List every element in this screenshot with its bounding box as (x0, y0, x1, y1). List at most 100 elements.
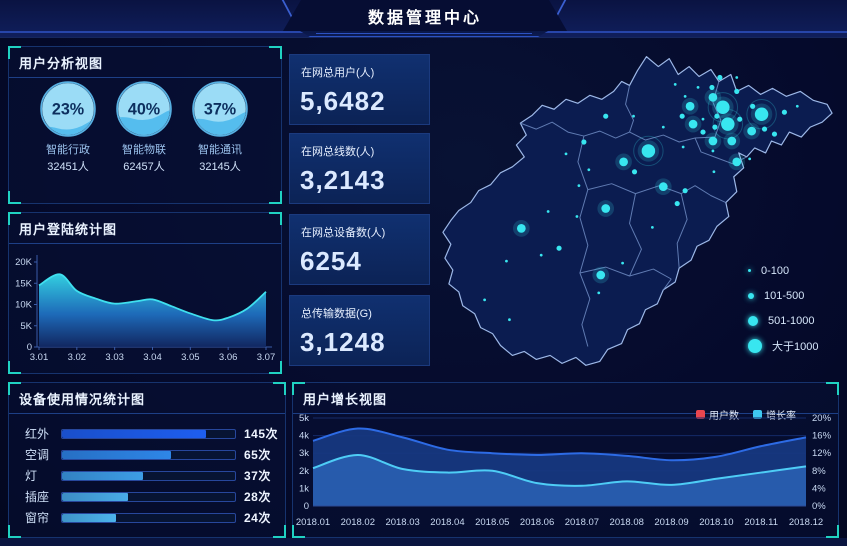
corner-bracket (8, 46, 21, 59)
bar-fill (62, 513, 116, 522)
gauge-wave (118, 109, 170, 135)
svg-text:15K: 15K (15, 278, 33, 289)
gauge-count: 32451人 (47, 161, 89, 173)
legend-item-growth[interactable]: 增长率 (753, 407, 796, 422)
svg-text:0%: 0% (812, 501, 826, 512)
svg-text:4%: 4% (812, 483, 826, 494)
corner-bracket (826, 382, 839, 395)
stat-card-total-users: 在网总用户(人) 5,6482 (289, 54, 430, 125)
bar-label: 空调 (25, 448, 50, 462)
svg-text:2018.04: 2018.04 (430, 517, 464, 528)
svg-text:2018.08: 2018.08 (610, 517, 644, 528)
svg-text:2018.12: 2018.12 (789, 517, 823, 528)
corner-bracket (8, 382, 21, 395)
svg-text:3k: 3k (299, 448, 309, 459)
liquid-gauge-chart: 37% (192, 81, 248, 137)
svg-text:3.05: 3.05 (181, 352, 200, 363)
bar-track (61, 512, 236, 523)
stat-value: 6254 (300, 246, 362, 276)
corner-bracket (273, 382, 286, 395)
bar-row: 空调 65次 (9, 444, 285, 465)
liquid-gauge: 40% 智能物联 62457人 (106, 81, 182, 174)
legend-dot-icon (748, 315, 758, 326)
stat-label: 总传输数据(G) (301, 308, 372, 320)
page-title: 数据管理中心 (367, 9, 482, 27)
panel-title: 用户增长视图 (293, 383, 838, 414)
corner-bracket (292, 525, 305, 538)
bar-row: 插座 28次 (9, 486, 285, 507)
map-legend-item: 大于1000 (748, 333, 818, 358)
svg-text:2018.02: 2018.02 (341, 517, 375, 528)
page-header: 数据管理中心 (0, 0, 847, 38)
svg-text:2018.09: 2018.09 (654, 517, 688, 528)
corner-bracket (8, 525, 21, 538)
login-area-chart: 0 5K 10K 15K 20K 3.01 3.02 3.03 3.04 3.05 3.06 3.07 (15, 255, 276, 363)
legend-label: 0-100 (761, 264, 790, 277)
svg-text:2018.10: 2018.10 (699, 517, 733, 528)
bar-track (61, 449, 236, 460)
svg-text:3.02: 3.02 (68, 352, 87, 363)
corner-bracket (292, 382, 305, 395)
bar-label: 插座 (25, 490, 50, 504)
svg-text:1k: 1k (299, 483, 309, 494)
liquid-gauge-chart: 23% (40, 81, 96, 137)
bar-value: 37次 (244, 469, 271, 483)
panel-title: 用户登陆统计图 (9, 213, 281, 244)
svg-text:3.04: 3.04 (143, 352, 162, 363)
gauge-count: 62457人 (123, 161, 165, 173)
corner-bracket (8, 212, 21, 225)
gauge-percent: 37% (204, 100, 236, 118)
bar-label: 窗帘 (25, 511, 50, 525)
svg-text:3.07: 3.07 (257, 352, 276, 363)
stat-value: 3,1248 (300, 327, 386, 357)
legend-swatch-icon (753, 410, 762, 419)
bar-row: 窗帘 24次 (9, 507, 285, 528)
legend-label: 101-500 (764, 289, 805, 302)
stat-value: 3,2143 (300, 165, 386, 195)
header-baseline (0, 37, 847, 38)
gauge-label: 智能物联 (122, 144, 166, 156)
bar-fill (62, 471, 144, 480)
bar-value: 145次 (244, 427, 279, 441)
region-map[interactable]: 0-100 101-500 501-1000 大于1000 (432, 44, 839, 378)
bar-track (61, 470, 236, 481)
stat-label: 在网总设备数(人) (301, 227, 386, 239)
legend-dot-icon (748, 269, 751, 272)
bar-fill (62, 492, 128, 501)
gauge-percent: 23% (52, 100, 84, 118)
liquid-gauge-chart: 40% (116, 81, 172, 137)
svg-text:3.03: 3.03 (105, 352, 124, 363)
panel-login-stats: 用户登陆统计图 0 5K 10K 15K 20K 3.01 3.02 3.03 3.04 3.05… (8, 212, 282, 374)
bar-track (61, 428, 236, 439)
panel-device-usage: 设备使用情况统计图 红外 145次 空调 65次 灯 37次 插座 28次 (8, 382, 286, 538)
title-banner: 数据管理中心 (283, 0, 567, 31)
map-legend-item: 101-500 (748, 283, 818, 308)
corner-bracket (273, 525, 286, 538)
stat-value: 5,6482 (300, 86, 386, 116)
map-legend-item: 0-100 (748, 258, 818, 283)
gauge-wave (194, 110, 246, 135)
bar-label: 灯 (25, 469, 38, 483)
svg-text:2k: 2k (299, 466, 309, 477)
svg-text:16%: 16% (812, 431, 832, 442)
legend-item-users[interactable]: 用户数 (696, 407, 739, 422)
panel-user-growth: 用户增长视图 用户数 增长率 0 0% 1k 4% 2k 8% 3k 12% 4k 16% 5k 20… (292, 382, 839, 538)
map-province-borders (520, 81, 747, 347)
map-legend: 0-100 101-500 501-1000 大于1000 (748, 258, 818, 358)
corner-bracket (269, 361, 282, 374)
map-outline (442, 56, 833, 366)
gauge-row: 23% 智能行政 32451人 40% 智能物联 62457人 (9, 78, 281, 198)
svg-text:0: 0 (304, 501, 309, 512)
gauge-count: 32145人 (199, 161, 241, 173)
liquid-gauge: 23% 智能行政 32451人 (30, 81, 106, 174)
bar-label: 红外 (25, 427, 50, 441)
corner-bracket (8, 361, 21, 374)
stat-card-total-devices: 在网总设备数(人) 6254 (289, 214, 430, 285)
svg-text:20%: 20% (812, 413, 832, 424)
bar-fill (62, 429, 206, 438)
svg-text:2018.01: 2018.01 (296, 517, 330, 528)
corner-bracket (8, 191, 21, 204)
svg-text:5K: 5K (20, 321, 32, 332)
svg-text:5k: 5k (299, 413, 309, 424)
